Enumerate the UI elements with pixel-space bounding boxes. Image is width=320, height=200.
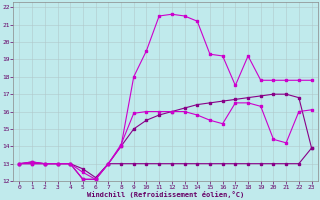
X-axis label: Windchill (Refroidissement éolien,°C): Windchill (Refroidissement éolien,°C): [87, 191, 244, 198]
